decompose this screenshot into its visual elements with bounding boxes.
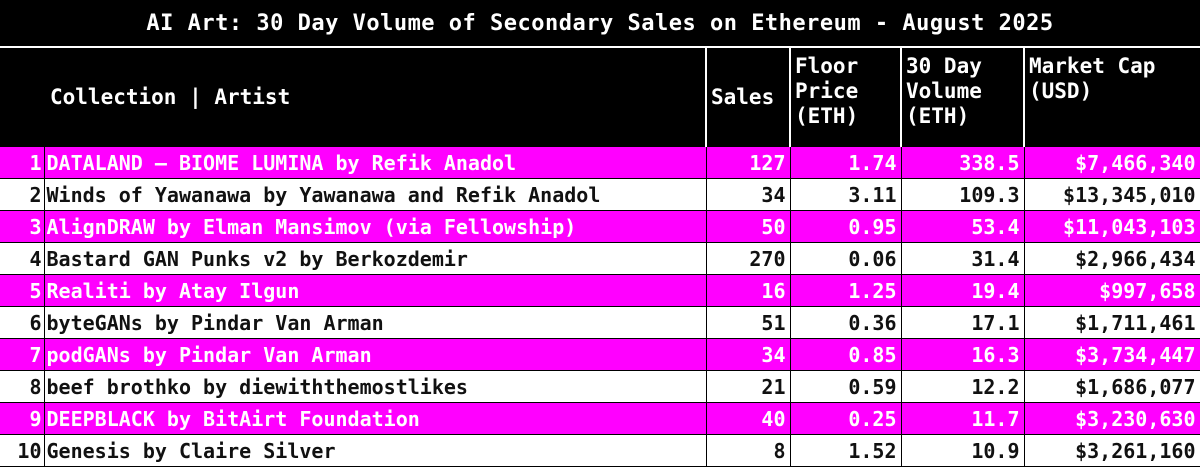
table-row: 4 Bastard GAN Punks v2 by Berkozdemir 270 0…: [0, 242, 1200, 275]
floor-price-cell: 0.59: [789, 370, 902, 403]
floor-price-cell: 0.85: [789, 338, 902, 371]
floor-price-cell: 1.25: [789, 274, 902, 307]
market-cap-cell: $2,966,434: [1023, 242, 1200, 275]
sales-cell: 34: [705, 178, 791, 211]
sales-cell: 40: [705, 402, 791, 435]
market-cap-cell: $3,230,630: [1023, 402, 1200, 435]
table-row: 10 Genesis by Claire Silver 8 1.52 10.9 $3,26…: [0, 434, 1200, 467]
volume-cell: 338.5: [900, 146, 1025, 179]
collection-cell: Genesis by Claire Silver: [44, 434, 707, 467]
sales-cell: 21: [705, 370, 791, 403]
sales-table: Collection | Artist Sales Floor Price (E…: [0, 48, 1200, 467]
table-row: 8 beef brothko by diewiththemostlikes 21 0.…: [0, 370, 1200, 403]
rank-cell: 4: [0, 242, 45, 275]
floor-price-cell: 3.11: [789, 178, 902, 211]
collection-cell: DATALAND – BIOME LUMINA by Refik Anadol: [44, 146, 707, 179]
table-row: 1 DATALAND – BIOME LUMINA by Refik Anadol…: [0, 146, 1200, 179]
table-row: 9 DEEPBLACK by BitAirt Foundation 40 0.25 11…: [0, 402, 1200, 435]
sales-cell: 127: [705, 146, 791, 179]
market-cap-cell: $1,711,461: [1023, 306, 1200, 339]
market-cap-cell: $3,734,447: [1023, 338, 1200, 371]
sales-cell: 34: [705, 338, 791, 371]
rank-header: [0, 48, 44, 147]
rank-cell: 9: [0, 402, 45, 435]
table-row: 5 Realiti by Atay Ilgun 16 1.25 19.4 $997,658: [0, 274, 1200, 307]
volume-cell: 31.4: [900, 242, 1025, 275]
rank-cell: 5: [0, 274, 45, 307]
sales-cell: 50: [705, 210, 791, 243]
collection-cell: podGANs by Pindar Van Arman: [44, 338, 707, 371]
volume-cell: 19.4: [900, 274, 1025, 307]
rank-cell: 10: [0, 434, 45, 467]
market-cap-cell: $1,686,077: [1023, 370, 1200, 403]
floor-price-cell: 0.06: [789, 242, 902, 275]
table-row: 6 byteGANs by Pindar Van Arman 51 0.36 17.1 $…: [0, 306, 1200, 339]
market-cap-header: Market Cap (USD): [1023, 48, 1200, 147]
rank-cell: 3: [0, 210, 45, 243]
market-cap-cell: $13,345,010: [1023, 178, 1200, 211]
market-cap-cell: $997,658: [1023, 274, 1200, 307]
rank-cell: 6: [0, 306, 45, 339]
collection-cell: beef brothko by diewiththemostlikes: [44, 370, 707, 403]
sales-cell: 16: [705, 274, 791, 307]
floor-price-cell: 0.36: [789, 306, 902, 339]
table-row: 2 Winds of Yawanawa by Yawanawa and Refik…: [0, 178, 1200, 211]
floor-price-cell: 1.52: [789, 434, 902, 467]
volume-cell: 12.2: [900, 370, 1025, 403]
table-row: 3 AlignDRAW by Elman Mansimov (via Fellow…: [0, 210, 1200, 243]
volume-cell: 109.3: [900, 178, 1025, 211]
volume-cell: 17.1: [900, 306, 1025, 339]
floor-price-cell: 0.95: [789, 210, 902, 243]
volume-cell: 10.9: [900, 434, 1025, 467]
sales-cell: 270: [705, 242, 791, 275]
collection-cell: Realiti by Atay Ilgun: [44, 274, 707, 307]
collection-cell: DEEPBLACK by BitAirt Foundation: [44, 402, 707, 435]
floor-price-cell: 1.74: [789, 146, 902, 179]
market-cap-cell: $11,043,103: [1023, 210, 1200, 243]
volume-cell: 11.7: [900, 402, 1025, 435]
sales-cell: 8: [705, 434, 791, 467]
floor-price-header: Floor Price (ETH): [789, 48, 901, 147]
volume-header: 30 Day Volume (ETH): [900, 48, 1024, 147]
header-row: Collection | Artist Sales Floor Price (E…: [0, 48, 1200, 147]
rank-cell: 2: [0, 178, 45, 211]
rank-cell: 8: [0, 370, 45, 403]
collection-cell: Bastard GAN Punks v2 by Berkozdemir: [44, 242, 707, 275]
sales-header: Sales: [705, 48, 790, 147]
collection-cell: byteGANs by Pindar Van Arman: [44, 306, 707, 339]
collection-cell: AlignDRAW by Elman Mansimov (via Fellows…: [44, 210, 707, 243]
market-cap-cell: $3,261,160: [1023, 434, 1200, 467]
floor-price-cell: 0.25: [789, 402, 902, 435]
collection-cell: Winds of Yawanawa by Yawanawa and Refik …: [44, 178, 707, 211]
volume-cell: 53.4: [900, 210, 1025, 243]
rank-cell: 1: [0, 146, 45, 179]
table-row: 7 podGANs by Pindar Van Arman 34 0.85 16.3 $3…: [0, 338, 1200, 371]
collection-header: Collection | Artist: [44, 48, 706, 147]
market-cap-cell: $7,466,340: [1023, 146, 1200, 179]
rank-cell: 7: [0, 338, 45, 371]
volume-cell: 16.3: [900, 338, 1025, 371]
page-title: AI Art: 30 Day Volume of Secondary Sales…: [0, 0, 1200, 48]
sales-cell: 51: [705, 306, 791, 339]
